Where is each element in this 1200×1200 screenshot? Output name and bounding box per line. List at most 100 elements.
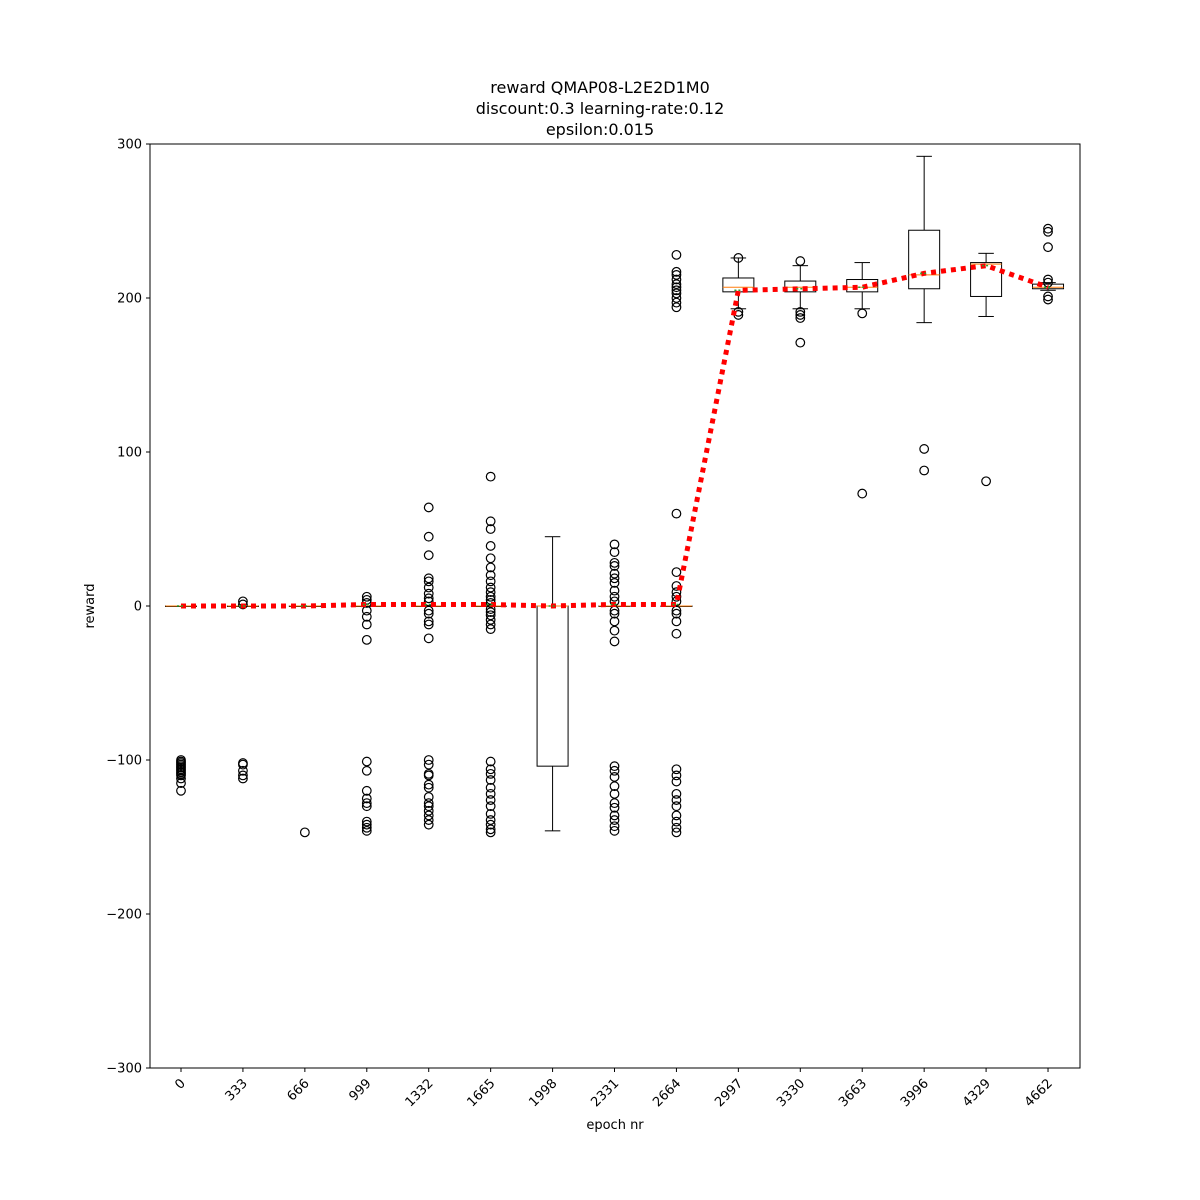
flier-point	[423, 576, 434, 587]
flier-point	[299, 827, 310, 838]
chart-title-line-3: epsilon:0.015	[545, 120, 655, 139]
flier-point	[609, 547, 620, 557]
flier-point	[238, 770, 248, 781]
x-tick-label: 1998	[526, 1076, 560, 1110]
flier-point	[361, 634, 372, 645]
flier-point	[919, 444, 930, 454]
flier-point	[671, 605, 682, 616]
flier-point	[423, 582, 434, 593]
flier-point	[671, 270, 682, 280]
flier-point	[671, 801, 682, 812]
flier-point	[238, 759, 248, 770]
flier-point	[671, 508, 682, 519]
flier-point	[671, 827, 682, 838]
flier-point	[609, 781, 620, 792]
flier-point	[485, 775, 496, 785]
flier-point	[795, 256, 806, 266]
box-group	[908, 155, 941, 476]
flier-point	[423, 810, 434, 821]
flier-point	[423, 805, 434, 816]
x-tick-label: 2664	[650, 1076, 684, 1110]
flier-point	[609, 561, 620, 571]
x-tick-label: 4329	[960, 1076, 994, 1110]
flier-point	[485, 541, 496, 551]
y-tick-label: 100	[117, 446, 142, 461]
flier-point	[671, 816, 682, 827]
x-tick-label: 2331	[588, 1076, 622, 1110]
x-axis: 0 333 666 999 1332 1665 1998 2331 2664 2997 3330 36…	[172, 1068, 1056, 1110]
flier-point	[609, 578, 620, 588]
flier-point	[485, 788, 496, 799]
flier-point	[361, 801, 372, 812]
flier-point	[857, 308, 868, 319]
box-body	[970, 262, 1003, 297]
flier-point	[423, 759, 434, 770]
y-tick-label: −300	[106, 1062, 142, 1077]
x-tick-label: 999	[346, 1076, 374, 1104]
x-tick-label: 2997	[712, 1076, 746, 1110]
flier-point	[1043, 291, 1053, 302]
flier-point	[609, 788, 620, 799]
y-tick-label: 0	[134, 600, 142, 615]
flier-point	[485, 782, 496, 793]
chart-title-line-2: discount:0.3 learning-rate:0.12	[475, 99, 725, 118]
flier-point	[485, 764, 496, 775]
flier-point	[485, 624, 496, 634]
flier-point	[423, 593, 434, 604]
flier-point	[485, 819, 496, 830]
flier-point	[423, 588, 434, 599]
box-group	[288, 605, 321, 838]
flier-point	[671, 788, 682, 799]
flier-point	[485, 801, 496, 812]
flier-point	[795, 313, 806, 323]
flier-point	[423, 798, 434, 809]
x-tick-label: 0	[172, 1076, 188, 1092]
flier-point	[609, 825, 620, 836]
flier-point	[609, 557, 620, 568]
flier-point	[423, 792, 434, 802]
flier-point	[423, 605, 434, 616]
flier-point	[671, 285, 682, 296]
chart-marks	[165, 155, 1065, 838]
y-tick-label: 300	[117, 138, 142, 153]
box-group	[412, 502, 445, 830]
flier-point	[361, 756, 372, 767]
flier-point	[423, 801, 434, 812]
flier-point	[361, 785, 372, 796]
flier-point	[423, 755, 434, 765]
flier-point	[485, 768, 496, 779]
flier-point	[361, 822, 372, 833]
x-tick-label: 1665	[464, 1076, 498, 1110]
flier-point	[795, 310, 806, 320]
x-tick-label: 4662	[1022, 1076, 1056, 1110]
flier-point	[609, 608, 620, 619]
flier-point	[485, 562, 496, 573]
flier-point	[361, 765, 372, 776]
flier-point	[423, 815, 434, 825]
flier-point	[671, 279, 682, 290]
flier-point	[361, 605, 372, 616]
flier-point	[919, 465, 930, 476]
flier-point	[485, 576, 496, 587]
flier-point	[671, 591, 682, 602]
flier-point	[485, 582, 496, 593]
flier-point	[671, 282, 682, 293]
flier-point	[609, 761, 620, 772]
flier-point	[671, 616, 682, 627]
flier-point	[671, 266, 682, 277]
box-group	[660, 249, 693, 838]
flier-point	[671, 810, 682, 821]
flier-point	[423, 770, 434, 781]
flier-point	[423, 633, 434, 644]
flier-point	[1043, 226, 1053, 237]
flier-point	[423, 550, 434, 561]
flier-point	[361, 798, 372, 809]
flier-point	[671, 770, 682, 781]
flier-point	[485, 516, 496, 527]
flier-point	[238, 599, 248, 610]
flier-point	[795, 337, 806, 348]
flier-point	[361, 611, 372, 622]
flier-point	[671, 795, 682, 805]
flier-point	[485, 587, 496, 598]
